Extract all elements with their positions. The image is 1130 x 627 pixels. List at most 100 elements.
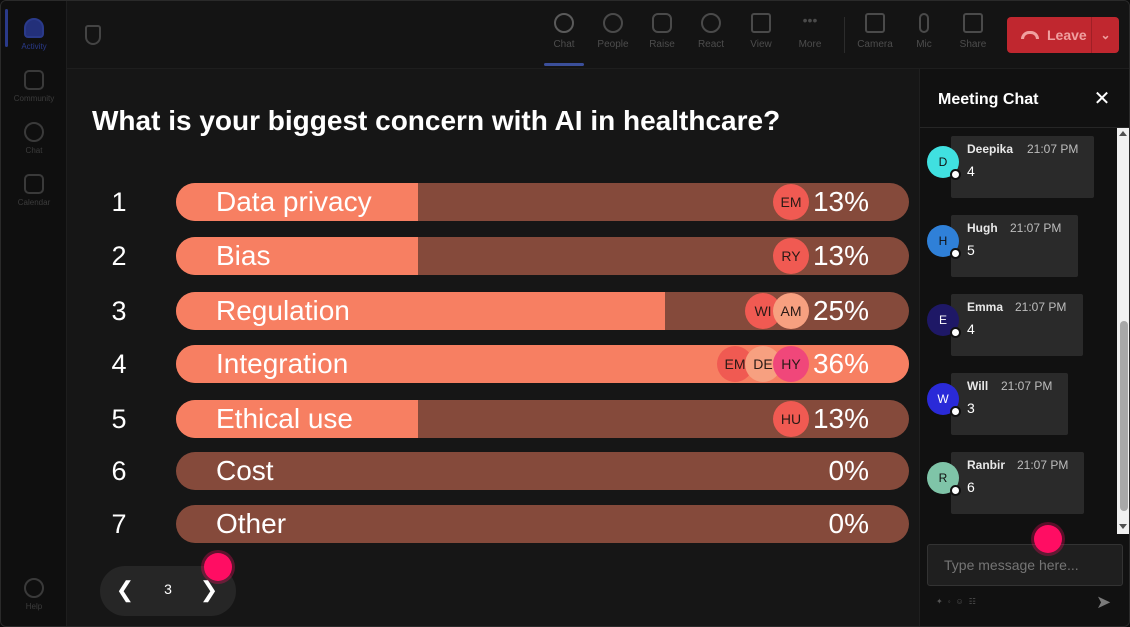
chat-format-tools: ✦ ◦ ☺ ☷: [936, 597, 976, 606]
message-text: 4: [967, 163, 975, 179]
toolbar-label: Chat: [553, 39, 575, 50]
option-bar: Ethical use HU 13%: [176, 400, 909, 438]
toolbar-label: Raise: [649, 39, 675, 50]
poll-option-row: 2 Bias RY 13%: [67, 237, 919, 275]
scroll-down-icon[interactable]: [1119, 524, 1127, 529]
message-bubble: Hugh 21:07 PM 5: [951, 215, 1078, 277]
voter-avatar: EM: [773, 184, 809, 220]
meeting-chat-panel: Meeting Chat ✕ Deepika 21:07 PM 4 D Hugh 21:0…: [919, 69, 1129, 626]
sender-name: Ranbir: [967, 458, 1006, 472]
option-bar-fill: [176, 183, 418, 221]
grid-icon: [751, 13, 771, 33]
toolbar-label: More: [798, 39, 822, 50]
format-icon[interactable]: ✦: [936, 597, 943, 606]
presence-status-icon: [950, 169, 961, 180]
poll-option-row: 5 Ethical use HU 13%: [67, 400, 919, 438]
mic-button[interactable]: Mic: [902, 11, 946, 61]
people-button[interactable]: People: [591, 11, 635, 61]
toolbar-label: People: [597, 39, 629, 50]
poll-results-panel: What is your biggest concern with AI in …: [67, 69, 919, 626]
calendar-icon: [24, 173, 44, 194]
leave-label: Leave: [1047, 27, 1087, 43]
cursor-indicator: [204, 553, 232, 581]
option-bar: Integration HY DE EM 36%: [176, 345, 909, 383]
option-percent: 13%: [812, 186, 869, 217]
react-button[interactable]: React: [689, 11, 733, 61]
option-percent: 13%: [812, 403, 869, 434]
voter-avatars: RY: [773, 238, 809, 274]
option-percent: 25%: [812, 295, 869, 326]
chat-message-list[interactable]: Deepika 21:07 PM 4 D Hugh 21:07 PM 5 H Emma 21:07…: [920, 128, 1120, 534]
attach-icon[interactable]: ◦: [947, 597, 951, 606]
option-label: Cost: [216, 455, 274, 486]
option-bar: Other 0%: [176, 505, 909, 543]
option-percent: 0%: [828, 455, 869, 486]
mic-icon: [919, 13, 929, 33]
chat-message: Deepika 21:07 PM 4 D: [920, 136, 1120, 200]
rail-item-help[interactable]: Help: [1, 569, 67, 619]
sender-name: Will: [967, 379, 989, 393]
chevron-right-icon[interactable]: ❯: [199, 577, 219, 602]
message-text: 5: [967, 242, 975, 258]
close-icon[interactable]: ✕: [1093, 88, 1111, 110]
send-icon[interactable]: ➤: [1096, 592, 1112, 612]
chat-message: Ranbir 21:07 PM 6 R: [920, 452, 1120, 516]
voter-avatar: HU: [773, 401, 809, 437]
chat-title: Meeting Chat: [938, 91, 1039, 108]
chat-message: Hugh 21:07 PM 5 H: [920, 215, 1120, 279]
voter-avatars: HY DE EM: [717, 346, 809, 382]
bell-icon: [24, 17, 44, 38]
option-rank: 2: [111, 241, 127, 271]
rail-item-label: Activity: [21, 41, 47, 51]
message-text: 6: [967, 479, 975, 495]
option-bar: Regulation AM WI 25%: [176, 292, 909, 330]
view-button[interactable]: View: [739, 11, 783, 61]
share-button[interactable]: Share: [951, 11, 995, 61]
option-rank: 3: [111, 296, 127, 326]
rail-item-calendar[interactable]: Calendar: [1, 165, 67, 215]
chat-divider: [920, 127, 1129, 128]
help-icon: [24, 577, 44, 598]
option-label: Ethical use: [216, 403, 353, 434]
scrollbar-thumb[interactable]: [1120, 321, 1128, 511]
rail-item-chat[interactable]: Chat: [1, 113, 67, 163]
option-bar: Cost 0%: [176, 452, 909, 490]
option-percent: 0%: [828, 508, 869, 539]
poll-option-row: 6 Cost 0%: [67, 452, 919, 490]
chat-button[interactable]: Chat: [542, 11, 586, 61]
option-rank: 6: [111, 456, 127, 486]
emoji-icon[interactable]: ☺: [955, 597, 964, 606]
presence-status-icon: [950, 248, 961, 259]
poll-option-row: 3 Regulation AM WI 25%: [67, 292, 919, 330]
option-percent: 36%: [812, 348, 869, 379]
sender-name: Hugh: [967, 221, 998, 235]
raise-hand-button[interactable]: Raise: [640, 11, 684, 61]
option-label: Integration: [216, 348, 349, 379]
cursor-indicator: [1034, 525, 1062, 553]
scroll-up-icon[interactable]: [1119, 131, 1127, 136]
option-rank: 1: [111, 187, 127, 217]
meeting-toolbar: Chat People Raise React View ••• More Ca…: [67, 1, 1129, 69]
rail-item-label: Community: [13, 93, 55, 103]
chevron-down-icon[interactable]: ⌄: [1091, 17, 1119, 53]
option-bar-fill: [176, 292, 665, 330]
rail-item-activity[interactable]: Activity: [1, 9, 67, 59]
rail-item-label: Calendar: [17, 197, 51, 207]
rail-item-community[interactable]: Community: [1, 61, 67, 111]
leave-button[interactable]: Leave ⌄: [1007, 17, 1119, 53]
option-bar-fill: [176, 237, 418, 275]
toolbar-label: React: [697, 39, 725, 50]
message-time: 21:07 PM: [1027, 142, 1079, 156]
message-bubble: Deepika 21:07 PM 4: [951, 136, 1094, 198]
option-rank: 4: [111, 349, 127, 379]
chat-message: Emma 21:07 PM 4 E: [920, 294, 1120, 358]
option-bar: Data privacy EM 13%: [176, 183, 909, 221]
more-button[interactable]: ••• More: [788, 11, 832, 61]
rail-active-indicator: [5, 9, 8, 47]
camera-button[interactable]: Camera: [853, 11, 897, 61]
gif-icon[interactable]: ☷: [968, 597, 976, 606]
chat-message-input[interactable]: [927, 544, 1123, 586]
people-icon: [603, 13, 623, 33]
chevron-left-icon[interactable]: ❮: [115, 577, 135, 602]
